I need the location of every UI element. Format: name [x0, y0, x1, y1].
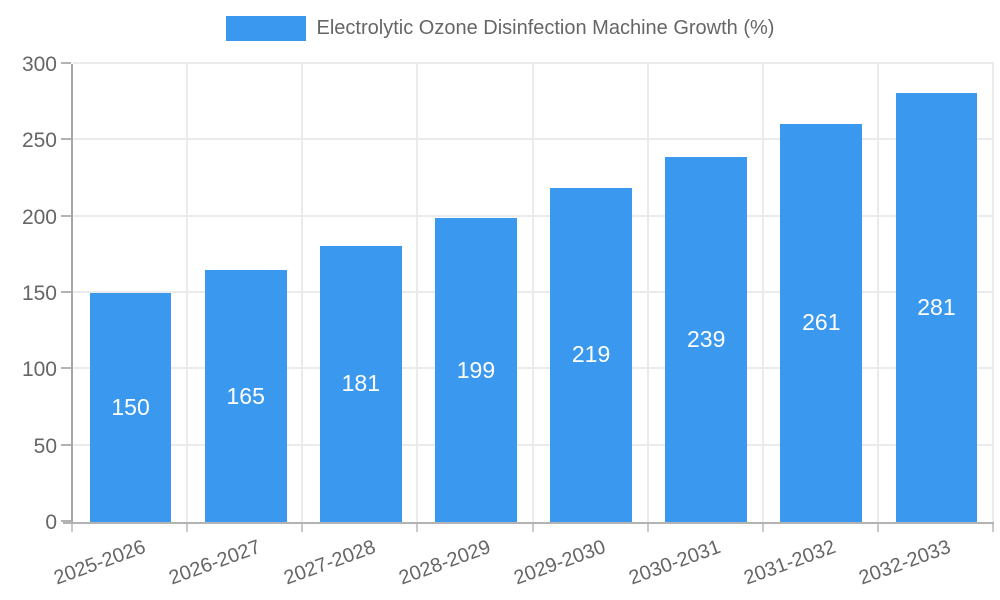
gridline-vertical	[416, 64, 419, 522]
gridline-horizontal	[73, 367, 994, 370]
gridline-horizontal	[73, 62, 994, 64]
y-axis-tick	[61, 367, 71, 370]
x-axis-label: 2027-2028	[280, 536, 379, 590]
bar-value-label: 219	[571, 341, 611, 368]
chart-legend: Electrolytic Ozone Disinfection Machine …	[0, 16, 1000, 41]
y-axis-label: 150	[21, 282, 57, 305]
x-axis-label: 2032-2033	[856, 536, 954, 590]
x-axis-line	[63, 522, 994, 524]
x-axis-tick	[531, 524, 534, 532]
y-axis-tick	[61, 214, 71, 217]
bar-2030-2031: 239	[665, 157, 748, 522]
bar-value-label: 239	[686, 326, 726, 353]
bar-2031-2032: 261	[780, 123, 863, 522]
y-axis-tick	[61, 62, 71, 64]
x-axis-label: 2030-2031	[626, 536, 724, 590]
bar-value-label: 281	[917, 294, 956, 320]
gridline-vertical	[186, 64, 189, 522]
bar-2025-2026: 150	[89, 293, 172, 522]
y-axis-label: 250	[21, 129, 57, 153]
y-axis-tick	[61, 138, 71, 141]
y-axis-tick	[61, 520, 71, 522]
legend-label[interactable]: Electrolytic Ozone Disinfection Machine …	[316, 17, 775, 39]
gridline-vertical	[876, 64, 879, 522]
bar-value-label: 199	[456, 356, 496, 383]
x-axis-label: 2031-2032	[741, 536, 839, 590]
gridline-vertical	[301, 64, 304, 522]
plot-area: 0 50 100 150 200 250 300 150 2025-2026 165 2026-20…	[22, 53, 994, 589]
y-axis-tick	[61, 443, 71, 446]
x-axis-label: 2028-2029	[396, 536, 494, 590]
y-axis-label: 300	[21, 53, 57, 76]
bar-value-label: 150	[111, 394, 150, 420]
bar-2026-2027: 165	[204, 270, 287, 522]
gridline-vertical	[646, 64, 649, 522]
bar-2027-2028: 181	[319, 245, 402, 522]
gridline-vertical	[531, 64, 534, 522]
gridline-horizontal	[73, 138, 994, 141]
gridline-horizontal	[73, 291, 994, 293]
bar-2029-2030: 219	[550, 187, 632, 522]
bar-value-label: 165	[226, 382, 265, 409]
gridline-vertical	[992, 64, 994, 522]
legend-swatch[interactable]	[225, 16, 306, 41]
y-axis-tick	[61, 291, 71, 293]
y-axis-label: 200	[21, 205, 57, 229]
x-axis-tick	[646, 524, 649, 532]
y-axis-label: 0	[45, 511, 57, 534]
y-axis-label: 50	[33, 434, 57, 458]
gridline-vertical	[761, 64, 764, 522]
gridline-horizontal	[73, 443, 994, 446]
bar-2032-2033: 281	[895, 93, 978, 522]
x-axis-tick	[992, 524, 994, 532]
bar-value-label: 181	[341, 370, 380, 397]
x-axis-tick	[761, 524, 764, 532]
x-axis-label: 2025-2026	[50, 536, 149, 590]
x-axis-tick	[301, 524, 304, 532]
y-axis-line	[71, 64, 73, 530]
y-axis-label: 100	[21, 358, 57, 382]
x-axis-label: 2029-2030	[511, 536, 609, 590]
gridline-horizontal	[73, 214, 994, 217]
x-axis-tick	[876, 524, 879, 532]
bar-2028-2029: 199	[435, 218, 517, 522]
x-axis-tick	[71, 524, 73, 532]
bar-value-label: 261	[802, 309, 841, 336]
x-axis-label: 2026-2027	[165, 536, 264, 590]
x-axis-tick	[416, 524, 419, 532]
x-axis-tick	[186, 524, 189, 532]
